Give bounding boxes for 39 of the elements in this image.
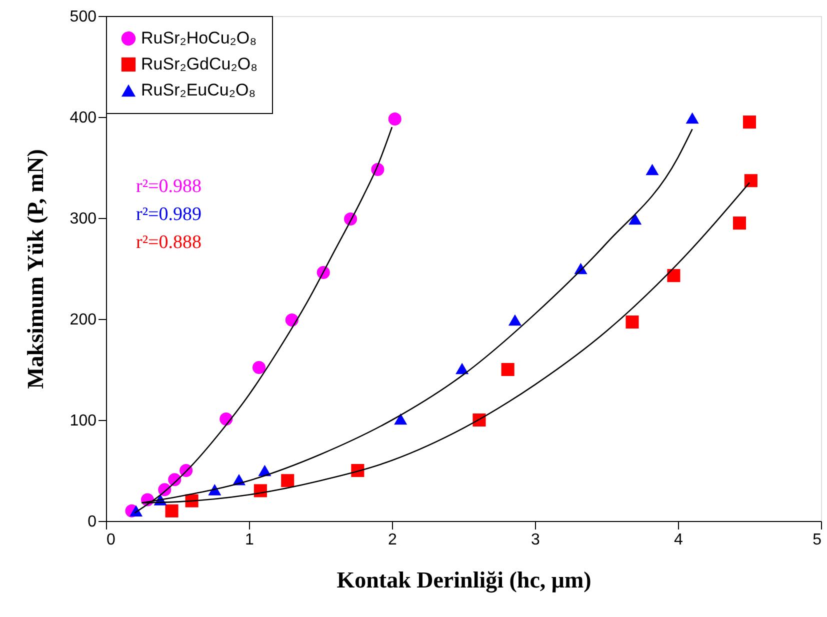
legend-label: RuSr₂HoCu₂O₈	[141, 28, 257, 48]
x-tick-label: 2	[388, 532, 398, 548]
point	[501, 362, 514, 376]
point	[285, 314, 298, 327]
x-tick-label: 5	[812, 532, 822, 548]
point	[626, 316, 639, 329]
x-axis-title: Kontak Derinliği (hc, μm)	[336, 568, 592, 594]
legend-label: RuSr₂EuCu₂O₈	[141, 80, 256, 100]
y-axis-title: Maksimum Yük (P, mN)	[22, 149, 48, 389]
point	[281, 474, 294, 488]
y-tick-label: 100	[70, 412, 97, 430]
annotation: r²=0.989	[136, 204, 202, 225]
y-tick-label: 200	[70, 312, 97, 328]
x-tick-label: 0	[106, 532, 116, 548]
annotation: r²=0.988	[136, 176, 202, 197]
point	[394, 413, 408, 425]
y-tick-label: 0	[88, 514, 97, 530]
point	[628, 213, 642, 225]
point	[252, 360, 266, 374]
point	[742, 116, 756, 129]
point	[508, 314, 522, 326]
x-tick-label: 4	[674, 532, 684, 548]
point	[254, 484, 267, 498]
point	[646, 164, 659, 176]
point	[732, 216, 746, 230]
y-tick-label: 500	[70, 8, 97, 26]
x-tick-label: 3	[531, 532, 540, 548]
point	[130, 505, 143, 517]
x-tick-label: 1	[245, 532, 254, 548]
point	[744, 174, 758, 188]
annotation: r²=0.888	[136, 232, 202, 253]
point	[388, 112, 402, 126]
y-tick-label: 300	[70, 210, 97, 228]
point	[456, 362, 469, 374]
point	[686, 112, 699, 124]
legend-label: RuSr₂GdCu₂O₈	[141, 54, 258, 74]
y-tick-label: 400	[70, 110, 97, 126]
point	[165, 504, 178, 518]
point	[667, 269, 680, 282]
